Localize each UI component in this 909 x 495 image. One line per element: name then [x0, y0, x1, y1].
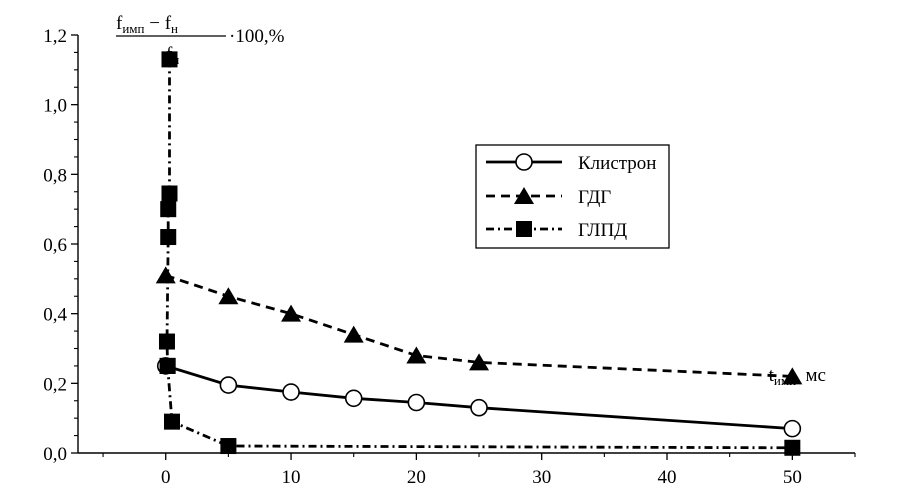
x-tick-label: 30: [532, 467, 551, 488]
series-2: [155, 266, 803, 385]
series-1: [156, 357, 802, 438]
x-tick-label: 50: [783, 467, 802, 488]
data-point: [406, 346, 427, 364]
data-point: [160, 201, 177, 218]
y-tick-label: 0,8: [43, 165, 67, 186]
y-label-num-f1-sub: имп: [122, 21, 144, 36]
legend-marker-klystron: [515, 153, 533, 171]
x-tick-label: 0: [161, 467, 171, 488]
y-tick-label: 0,4: [43, 305, 67, 326]
x-label-t-sub: имп: [774, 373, 796, 388]
legend-label-klystron: Клистрон: [578, 153, 656, 174]
x-tick-label: 10: [282, 467, 301, 488]
y-label-den-f: f: [166, 44, 173, 65]
data-point: [219, 376, 238, 394]
y-label-suffix: ·100,%: [229, 26, 285, 47]
data-point: [281, 304, 302, 322]
y-tick-label: 0,6: [43, 235, 67, 256]
data-point: [282, 383, 300, 401]
data-point: [158, 333, 175, 350]
data-point: [784, 439, 801, 456]
x-label-t: t: [769, 365, 775, 386]
data-point: [163, 413, 180, 430]
data-point: [218, 287, 239, 305]
axes: [77, 35, 855, 454]
x-tick-label: 20: [407, 467, 426, 488]
data-point: [343, 325, 364, 343]
y-label-num-minus: −: [144, 13, 164, 34]
y-label-numerator: fимп − fн: [116, 13, 178, 36]
x-tick-label: 40: [658, 467, 677, 488]
y-tick-label: 1,0: [43, 96, 67, 117]
y-label-denominator: fн: [166, 44, 179, 67]
y-axis-label: fимп − fн fн ·100,%: [116, 13, 285, 67]
data-point: [407, 393, 426, 412]
legend-label-gdg: ГДГ: [578, 187, 611, 208]
data-point: [470, 398, 488, 417]
y-label-num-f1: f: [116, 13, 123, 34]
data-point: [220, 438, 237, 455]
legend: Клистрон ГДГ ГЛПД: [475, 144, 670, 249]
series-line: [165, 364, 793, 430]
y-tick-label: 0,2: [43, 374, 67, 395]
ticks: 0,0 0,2 0,4 0,6 0,8 1,0 1,2 0 10 20 30 40 50: [43, 26, 856, 488]
legend-marker-glpd: [516, 221, 532, 237]
data-point: [344, 389, 363, 408]
x-label-unit: , мс: [796, 365, 826, 386]
series-layer: [155, 51, 803, 456]
data-point: [783, 419, 802, 438]
data-point: [155, 266, 176, 284]
y-label-num-f2: f: [165, 13, 172, 34]
data-point: [159, 357, 176, 374]
series-3: [158, 51, 801, 456]
data-point: [782, 367, 803, 385]
y-label-num-f2-sub: н: [171, 21, 178, 36]
y-label-den-f-sub: н: [172, 52, 179, 67]
y-tick-label: 0,0: [43, 444, 67, 465]
data-point: [161, 185, 178, 202]
x-axis-label: tимп, мс: [769, 365, 826, 388]
data-point: [161, 51, 178, 68]
data-point: [469, 353, 490, 371]
legend-label-glpd: ГЛПД: [578, 220, 627, 241]
legend-marker-gdg: [514, 187, 534, 204]
y-tick-label: 1,2: [43, 26, 67, 47]
data-point: [160, 229, 177, 246]
